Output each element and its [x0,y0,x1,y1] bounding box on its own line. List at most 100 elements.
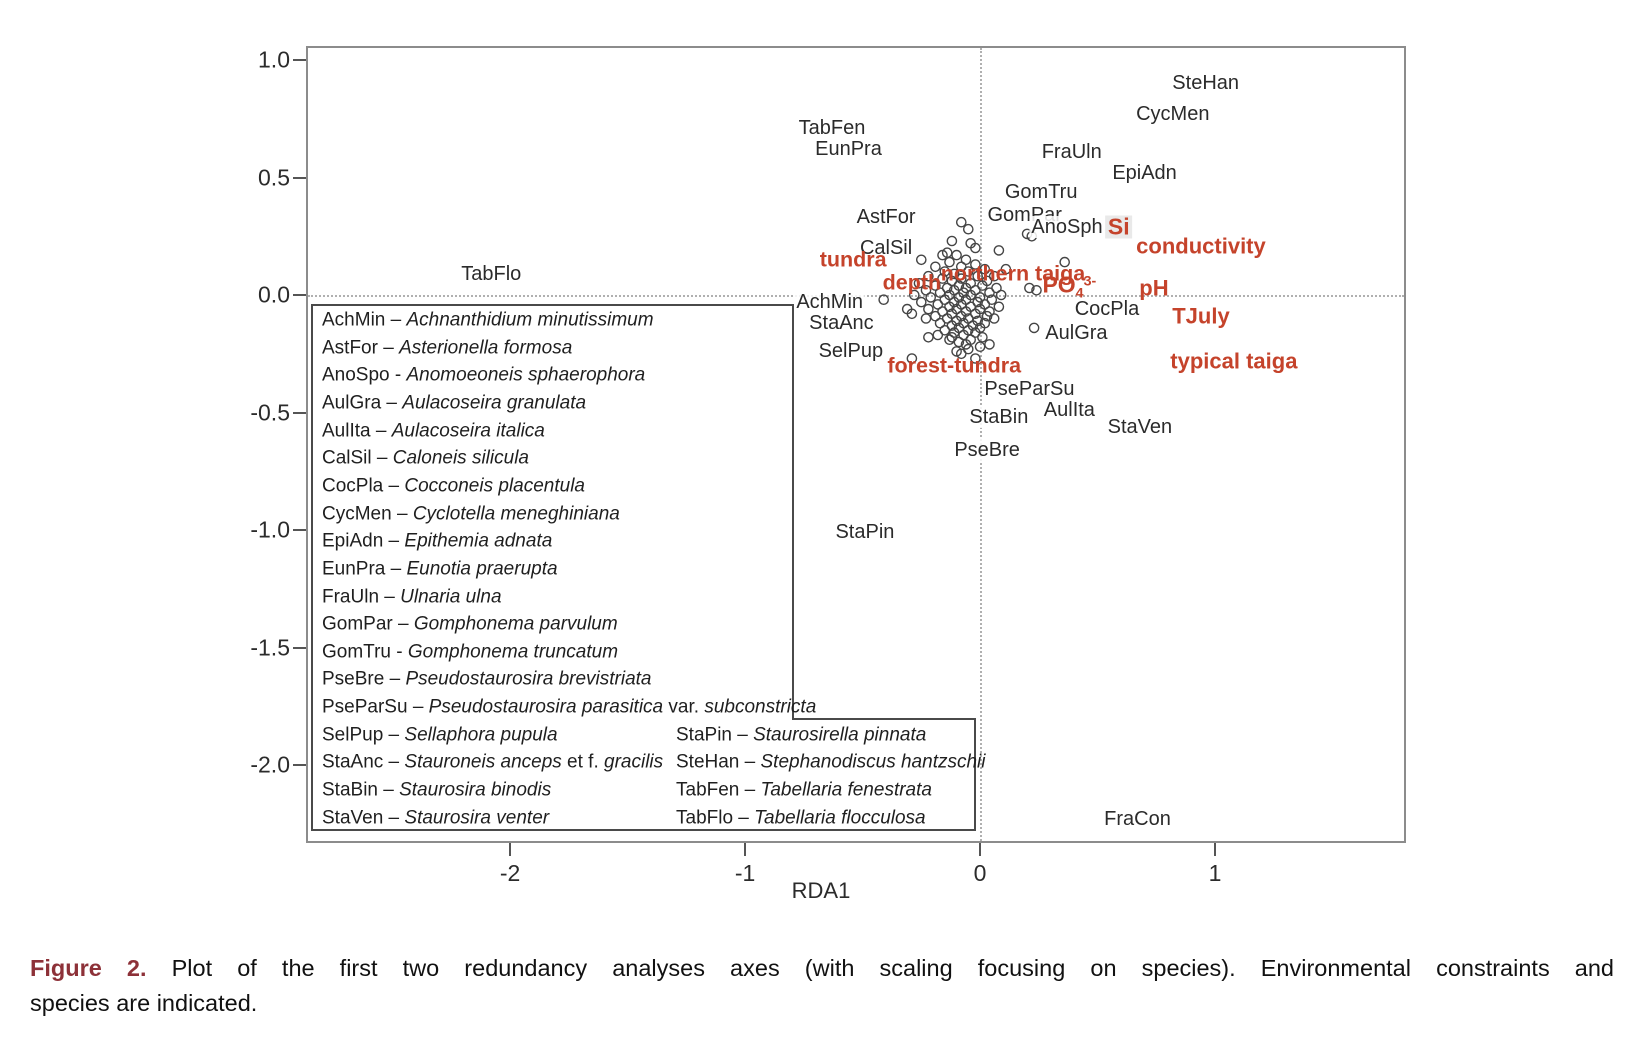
species-label-aulita: AulIta [1041,399,1097,422]
site-point [970,242,981,254]
legend-entry: AchMin – Achnanthidium minutissimum [322,310,654,331]
y-tick [293,294,306,297]
env-label-part: 3- [1083,273,1097,290]
legend-species-name: Asterionella formosa [399,337,573,359]
env-label-typical-taiga: typical taiga [1170,349,1297,372]
legend-abbr: AulIta – [322,420,392,442]
site-point [974,341,986,353]
legend-abbr: FraUln – [322,586,401,607]
site-point [906,353,918,364]
y-tick-label: 1.0 [258,46,290,73]
caption-line-2: species are indicated. [30,990,258,1016]
legend-species-name: Tabellaria fenestrata [760,779,932,801]
legend-abbr: GomTru - [322,641,408,663]
site-point [979,263,991,275]
caption-figure-label: Figure 2. [30,955,147,981]
x-tick-label: 1 [1208,860,1222,886]
legend-abbr: PseBre – [322,668,406,690]
x-tick-label: -2 [499,860,521,886]
legend-species-name: Staurosira binodis [399,779,552,801]
species-label-frauln: FraUln [1039,140,1104,163]
legend-abbr: TabFlo – [676,807,755,829]
legend-species-name: Cocconeis placentula [404,475,585,497]
site-point [946,320,958,331]
legend-abbr: StaVen – [322,807,405,829]
y-tick [293,764,306,767]
site-point [913,277,925,289]
site-point [920,284,932,296]
legend-entry: CycMen – Cyclotella meneghiniana [322,503,620,524]
legend-species-name: Aulacoseira granulata [402,392,587,414]
site-point [956,216,967,228]
x-tick-label: -1 [734,860,756,886]
legend-species-name: Stephanodiscus hantzschii [760,751,986,773]
legend-abbr: SelPup – [322,724,405,746]
site-point [941,282,953,294]
site-point [948,327,960,338]
env-label-ph: pH [1139,276,1168,299]
env-label-part: northern taiga [940,261,1086,286]
legend-entry: PseParSu – Pseudostaurosira parasitica v… [322,697,816,718]
site-point [948,268,960,280]
species-label-staanc: StaAnc [807,312,876,335]
y-tick [293,176,306,179]
env-label-part: PO [1042,271,1076,298]
legend-species-name: Gomphonema parvulum [413,613,618,635]
x-tick [509,843,512,856]
site-point [923,331,934,343]
rda-plot-frame: -2 -1 0 1 1.0 0.5 0.0 -0.5 -1.0 -1.5 -2.0 AchMin – … [250,46,1406,886]
site-point [988,313,1000,324]
site-point [981,310,993,322]
legend-species-name: Sellaphora pupula [404,724,558,746]
legend-abbr: CocPla – [322,475,405,497]
site-point [909,289,920,301]
legend-entry: TabFen – Tabellaria fenestrata [676,780,932,801]
env-label-part: TJuly [1172,303,1230,329]
site-point [906,308,918,320]
x-axis-title: RDA1 [791,878,851,903]
legend-abbr: StaBin – [322,779,400,801]
legend-outline [311,304,976,831]
legend-abbr: AnoSpo - [322,364,407,386]
env-label-part: Si [1107,213,1130,240]
legend-abbr: PseParSu – [322,696,429,718]
legend-entry: AulIta – Aulacoseira italica [322,420,545,441]
species-label-pseparsu: PseParSu [982,378,1077,401]
legend-abbr: CycMen – [322,503,413,525]
env-label-part: 4 [1075,285,1084,302]
legend-species-name: subconstricta [704,696,817,718]
env-label-part: pH [1139,275,1169,301]
legend-species-name: Cyclotella meneghiniana [412,503,620,525]
env-label-tjuly: TJuly [1172,305,1229,328]
y-tick [293,529,306,532]
species-label-stapin: StaPin [833,521,897,544]
legend-abbr: AulGra – [322,392,403,414]
legend-species-name: Anomoeoneis sphaerophora [406,364,646,386]
legend-species-name: Eunotia praerupta [406,558,558,580]
legend-entry: EunPra – Eunotia praerupta [322,558,558,579]
legend-species-name: Pseudostaurosira parasitica [428,696,664,718]
site-point [963,343,974,355]
site-point [878,294,890,305]
env-label-northern-taiga: northern taiga [941,262,1086,285]
legend-entry: StaAnc – Stauroneis anceps et f. gracili… [322,752,663,773]
site-point [944,256,955,268]
species-label-stabin: StaBin [967,406,1031,429]
legend-entry: FraUln – Ulnaria ulna [322,586,502,607]
env-label-part: conductivity [1136,233,1266,259]
legend-species-name: Ulnaria ulna [400,586,502,607]
site-point [995,289,1007,301]
y-tick-label: -1.0 [250,516,290,543]
site-point [930,261,941,273]
site-point [1028,322,1040,334]
x-tick [744,843,747,856]
legend-abbr: AchMin – [322,309,407,331]
legend-species-name: gracilis [604,751,664,773]
legend-species-name: Staurosirella pinnata [753,724,927,746]
species-label-aulgra: AulGra [1043,321,1110,344]
site-point [934,317,946,329]
species-label-anosph: AnoSph [1029,215,1105,238]
site-point [993,245,1005,256]
y-tick [293,58,306,61]
